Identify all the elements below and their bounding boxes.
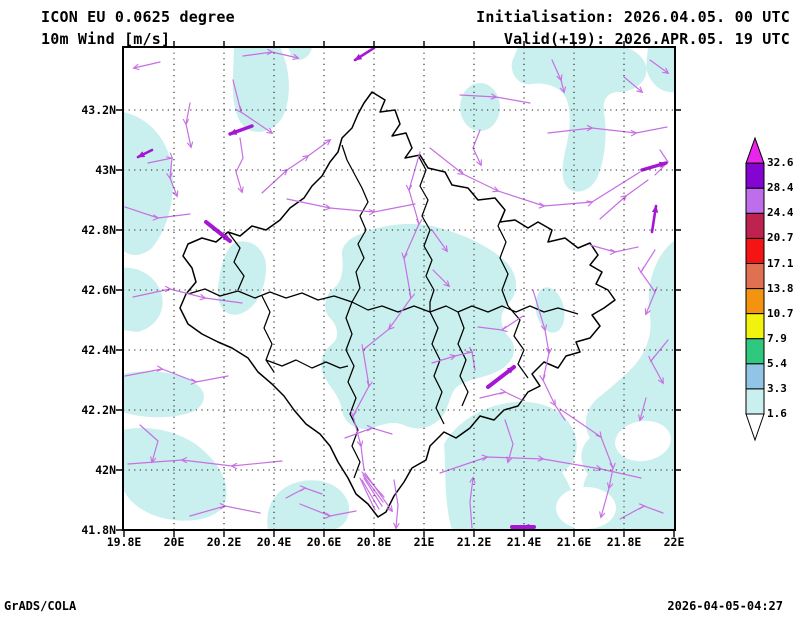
colorbar-segment [745, 237, 765, 265]
colorbar-segment [745, 363, 765, 390]
valid-time: Valid(+19): 2026.APR.05. 19 UTC [503, 30, 790, 48]
creation-timestamp: 2026-04-05-04:27 [667, 599, 783, 613]
colorbar-level-label: 5.4 [767, 356, 787, 370]
colorbar-level-label: 1.6 [767, 407, 787, 420]
x-axis-label: 20.4E [256, 535, 292, 549]
colorbar-segment [745, 388, 765, 415]
colorbar [745, 136, 765, 442]
x-axis-label: 21.8E [606, 535, 642, 549]
colorbar-level-label: 10.7 [767, 306, 794, 320]
colorbar-level-label: 3.3 [767, 381, 787, 395]
y-axis-label: 42N [95, 463, 116, 477]
x-axis-label: 19.8E [106, 535, 142, 549]
axis-ticks [116, 41, 681, 537]
gridlines [123, 47, 675, 530]
colorbar-segment [745, 313, 765, 340]
colorbar-segment [745, 187, 765, 214]
y-axis-label: 43.2N [81, 103, 116, 117]
colorbar-level-label: 7.9 [767, 331, 787, 345]
y-axis-label: 42.4N [81, 343, 116, 357]
plot-border [122, 46, 676, 531]
x-axis-label: 20.8E [356, 535, 392, 549]
y-axis-label: 42.6N [81, 283, 116, 297]
y-axis-label: 42.8N [81, 223, 116, 237]
model-name: ICON EU 0.0625 degree [41, 8, 235, 26]
colorbar-segment [745, 263, 765, 290]
x-axis-label: 21.4E [506, 535, 542, 549]
strong-wind-arrows [136, 47, 668, 530]
colorbar-segment [745, 212, 765, 239]
colorbar-level-label: 13.8 [767, 281, 794, 295]
map-plot-area [123, 47, 675, 530]
x-axis-label: 20E [163, 535, 185, 549]
colorbar-segment [745, 338, 765, 365]
field-name: 10m Wind [m/s] [41, 30, 171, 48]
x-axis-label: 20.6E [306, 535, 342, 549]
colorbar-level-label: 28.4 [767, 181, 794, 195]
model-title: ICON EU 0.0625 degree 10m Wind [m/s] [41, 6, 235, 50]
run-info: Initialisation: 2026.04.05. 00 UTC Valid(… [476, 6, 790, 50]
colorbar-level-label: 17.1 [767, 256, 794, 270]
init-time: Initialisation: 2026.04.05. 00 UTC [476, 8, 790, 26]
colorbar-segments [745, 162, 765, 415]
grads-credit: GrADS/COLA [4, 599, 77, 613]
y-axis-label: 43N [95, 163, 116, 177]
colorbar-level-label: 32.6 [767, 156, 794, 170]
colorbar-level-label: 20.7 [767, 231, 794, 245]
colorbar-arrow-top [745, 136, 765, 164]
x-axis-label: 21.2E [456, 535, 492, 549]
colorbar-arrow-bottom [745, 413, 765, 442]
colorbar-segment [745, 162, 765, 189]
y-axis-label: 41.8N [81, 523, 116, 537]
x-axis-label: 20.2E [206, 535, 242, 549]
x-axis-label: 21E [413, 535, 435, 549]
x-axis-label: 22E [663, 535, 685, 549]
x-axis-label: 21.6E [556, 535, 592, 549]
colorbar-segment [745, 288, 765, 315]
colorbar-level-label: 24.4 [767, 206, 794, 220]
y-axis-label: 42.2N [81, 403, 116, 417]
